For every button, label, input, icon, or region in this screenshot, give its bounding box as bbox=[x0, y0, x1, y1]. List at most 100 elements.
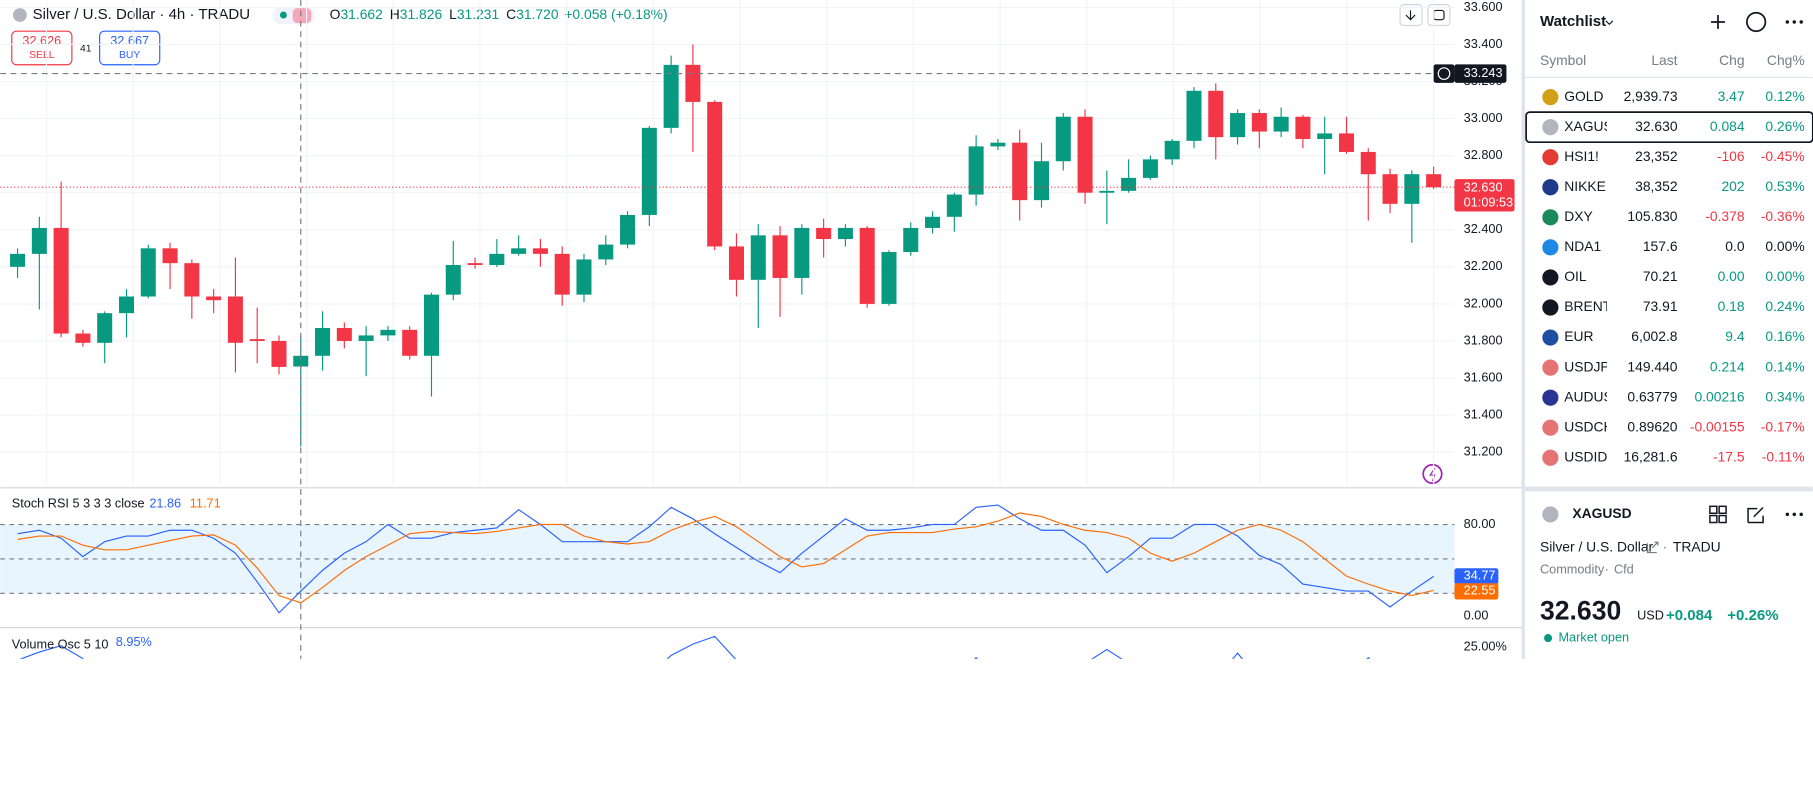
market-status: Market open bbox=[1558, 629, 1629, 644]
row-symbol[interactable]: NIKKEI bbox=[1564, 178, 1609, 194]
candles bbox=[10, 44, 1442, 447]
candle-body bbox=[1404, 174, 1420, 204]
grid-icon[interactable] bbox=[1709, 505, 1727, 524]
candle-body bbox=[31, 227, 47, 254]
details-symbol: XAGUSD bbox=[1572, 505, 1631, 521]
row-symbol[interactable]: AUDUSD bbox=[1564, 388, 1623, 404]
y-tick-label: 31.200 bbox=[1464, 444, 1503, 459]
y-tick-label: 31.400 bbox=[1464, 406, 1503, 421]
row-chg: 0.214 bbox=[1710, 358, 1745, 374]
row-chg: -17.5 bbox=[1713, 448, 1745, 464]
series-line bbox=[17, 504, 1434, 614]
row-symbol[interactable]: NDA1 bbox=[1564, 238, 1601, 254]
ohlc-value: 31.826 bbox=[400, 6, 443, 22]
row-last: 2,939.73 bbox=[1624, 88, 1678, 104]
ohlc-value: 31.720 bbox=[516, 6, 559, 22]
pane-title: Stoch RSI 5 3 3 3 close bbox=[12, 495, 145, 510]
column-header: Symbol bbox=[1540, 52, 1586, 68]
ohlc-key: O bbox=[330, 6, 341, 22]
row-symbol[interactable]: DXY bbox=[1564, 208, 1592, 224]
candle-body bbox=[53, 227, 69, 334]
y-tick-label: 80.00 bbox=[1464, 516, 1496, 531]
candle-body bbox=[293, 355, 309, 367]
buy-button[interactable] bbox=[99, 30, 161, 66]
edit-icon[interactable] bbox=[1747, 506, 1764, 524]
row-symbol[interactable]: BRENT bbox=[1564, 298, 1612, 314]
series-group bbox=[17, 504, 1434, 614]
candle-body bbox=[968, 146, 984, 195]
row-chg: -0.00155 bbox=[1690, 418, 1745, 434]
candle-body bbox=[1121, 177, 1137, 191]
candle-body bbox=[1317, 133, 1333, 139]
row-symbol[interactable]: USDIDR bbox=[1564, 448, 1617, 464]
column-header: Chg% bbox=[1767, 52, 1805, 68]
candle-body bbox=[663, 64, 679, 128]
row-last: 105.830 bbox=[1627, 208, 1677, 224]
reset-button[interactable] bbox=[1427, 4, 1451, 27]
ohlc-value: 31.231 bbox=[457, 6, 500, 22]
candle-body bbox=[1033, 161, 1049, 201]
candle-body bbox=[227, 296, 243, 343]
details-more-icon[interactable] bbox=[1785, 512, 1803, 517]
buy-label: BUY bbox=[119, 50, 140, 61]
candle-body bbox=[1230, 113, 1246, 138]
chart-icon[interactable] bbox=[1746, 11, 1767, 33]
row-icon bbox=[1542, 269, 1559, 286]
y-tick-label: 31.800 bbox=[1464, 332, 1503, 347]
separator-dot: · bbox=[1605, 561, 1609, 576]
details-price: 32.630 bbox=[1540, 596, 1621, 626]
row-symbol[interactable]: OIL bbox=[1564, 268, 1587, 284]
candle-body bbox=[336, 327, 352, 341]
column-header: Chg bbox=[1719, 52, 1744, 68]
y-tick-label: 25.00% bbox=[1464, 639, 1507, 654]
row-chg-pct: 0.00% bbox=[1765, 238, 1804, 254]
scroll-icon bbox=[1405, 10, 1416, 21]
candle-body bbox=[1426, 174, 1442, 188]
status-icon[interactable] bbox=[292, 8, 312, 24]
row-icon bbox=[1542, 119, 1559, 136]
candle-body bbox=[75, 333, 91, 343]
row-chg-pct: 0.00% bbox=[1765, 268, 1804, 284]
row-chg: 0.00 bbox=[1718, 268, 1745, 284]
ohlc-key: H bbox=[390, 6, 400, 22]
row-chg: 0.0 bbox=[1725, 238, 1745, 254]
more-icon[interactable] bbox=[1785, 20, 1803, 24]
row-symbol[interactable]: GOLD bbox=[1564, 88, 1603, 104]
row-symbol[interactable]: USDCHF bbox=[1564, 418, 1622, 434]
crosshair-plus[interactable] bbox=[1437, 67, 1451, 80]
row-symbol[interactable]: USDJPY bbox=[1564, 358, 1619, 374]
row-chg-pct: 0.24% bbox=[1765, 298, 1804, 314]
candle-body bbox=[1273, 116, 1289, 132]
row-chg: 3.47 bbox=[1718, 88, 1745, 104]
alert-icon[interactable] bbox=[1422, 463, 1443, 485]
row-icon bbox=[1542, 179, 1559, 196]
row-icon bbox=[1542, 389, 1559, 406]
candle-body bbox=[1382, 174, 1398, 204]
row-chg: 0.00216 bbox=[1694, 388, 1744, 404]
value-tag bbox=[1454, 568, 1499, 585]
series-line bbox=[19, 635, 1371, 659]
details-category: Commodity bbox=[1540, 561, 1605, 576]
sell-label: SELL bbox=[29, 50, 55, 61]
row-symbol[interactable]: EUR bbox=[1564, 328, 1593, 344]
row-last: 73.91 bbox=[1643, 298, 1678, 314]
status-dot bbox=[279, 11, 287, 19]
scroll-button[interactable] bbox=[1399, 4, 1423, 27]
row-last: 32.630 bbox=[1635, 118, 1678, 134]
chevron[interactable] bbox=[1605, 20, 1614, 26]
candle-body bbox=[728, 246, 744, 280]
crosshair-label: 33.243 bbox=[1464, 65, 1503, 80]
y-tick-label: 32.000 bbox=[1464, 295, 1503, 310]
row-chg-pct: 0.26% bbox=[1765, 118, 1804, 134]
candle-body bbox=[1055, 116, 1071, 162]
row-chg-pct: 0.16% bbox=[1765, 328, 1804, 344]
sell-button[interactable] bbox=[11, 30, 73, 66]
y-tick-label: 32.400 bbox=[1464, 221, 1503, 236]
candle-body bbox=[750, 235, 766, 280]
candle-body bbox=[184, 263, 200, 297]
ohlc-key: C bbox=[506, 6, 516, 22]
row-symbol[interactable]: HSI1! bbox=[1564, 148, 1599, 164]
row-symbol[interactable]: XAGUSD bbox=[1564, 118, 1623, 134]
add-icon[interactable] bbox=[1711, 15, 1725, 29]
